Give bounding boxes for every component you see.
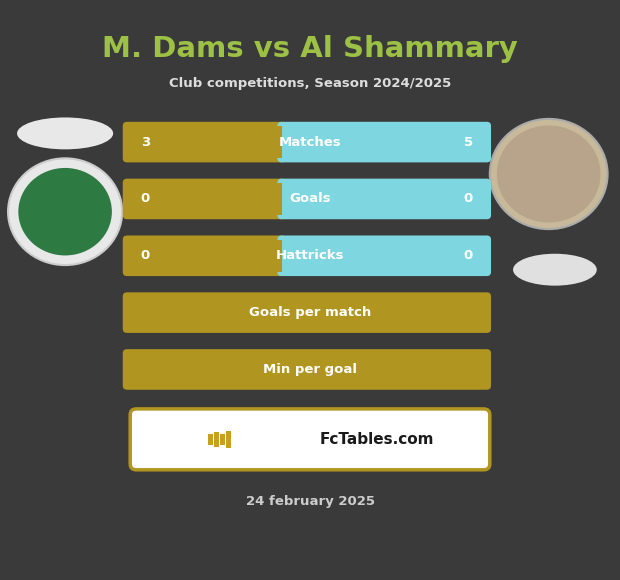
FancyBboxPatch shape bbox=[281, 240, 294, 272]
FancyBboxPatch shape bbox=[277, 179, 491, 219]
Text: 5: 5 bbox=[464, 136, 473, 148]
FancyBboxPatch shape bbox=[123, 292, 491, 333]
Text: Min per goal: Min per goal bbox=[263, 363, 357, 376]
FancyBboxPatch shape bbox=[123, 122, 286, 162]
FancyBboxPatch shape bbox=[123, 349, 491, 390]
Ellipse shape bbox=[17, 117, 113, 149]
Text: Hattricks: Hattricks bbox=[276, 249, 344, 262]
Text: 24 february 2025: 24 february 2025 bbox=[246, 495, 374, 508]
FancyBboxPatch shape bbox=[275, 240, 288, 272]
Text: Matches: Matches bbox=[278, 136, 342, 148]
FancyBboxPatch shape bbox=[214, 432, 219, 447]
FancyBboxPatch shape bbox=[275, 126, 288, 158]
Text: 0: 0 bbox=[141, 193, 150, 205]
Text: 0: 0 bbox=[464, 249, 473, 262]
FancyBboxPatch shape bbox=[130, 409, 490, 470]
FancyBboxPatch shape bbox=[281, 126, 294, 158]
Text: Goals per match: Goals per match bbox=[249, 306, 371, 319]
Text: M. Dams vs Al Shammary: M. Dams vs Al Shammary bbox=[102, 35, 518, 63]
FancyBboxPatch shape bbox=[123, 235, 286, 276]
FancyBboxPatch shape bbox=[208, 434, 213, 444]
Ellipse shape bbox=[513, 254, 596, 285]
Circle shape bbox=[19, 168, 112, 255]
FancyBboxPatch shape bbox=[277, 122, 491, 162]
Text: FcTables.com: FcTables.com bbox=[320, 432, 434, 447]
Text: 0: 0 bbox=[464, 193, 473, 205]
Text: 0: 0 bbox=[141, 249, 150, 262]
Text: 3: 3 bbox=[141, 136, 150, 148]
FancyBboxPatch shape bbox=[123, 179, 286, 219]
Text: Goals: Goals bbox=[289, 193, 331, 205]
FancyBboxPatch shape bbox=[275, 183, 288, 215]
FancyBboxPatch shape bbox=[277, 235, 491, 276]
FancyBboxPatch shape bbox=[220, 434, 225, 445]
Circle shape bbox=[497, 125, 601, 223]
Text: Club competitions, Season 2024/2025: Club competitions, Season 2024/2025 bbox=[169, 77, 451, 90]
Circle shape bbox=[8, 158, 122, 265]
FancyBboxPatch shape bbox=[281, 183, 294, 215]
Circle shape bbox=[490, 119, 608, 229]
FancyBboxPatch shape bbox=[226, 430, 231, 448]
